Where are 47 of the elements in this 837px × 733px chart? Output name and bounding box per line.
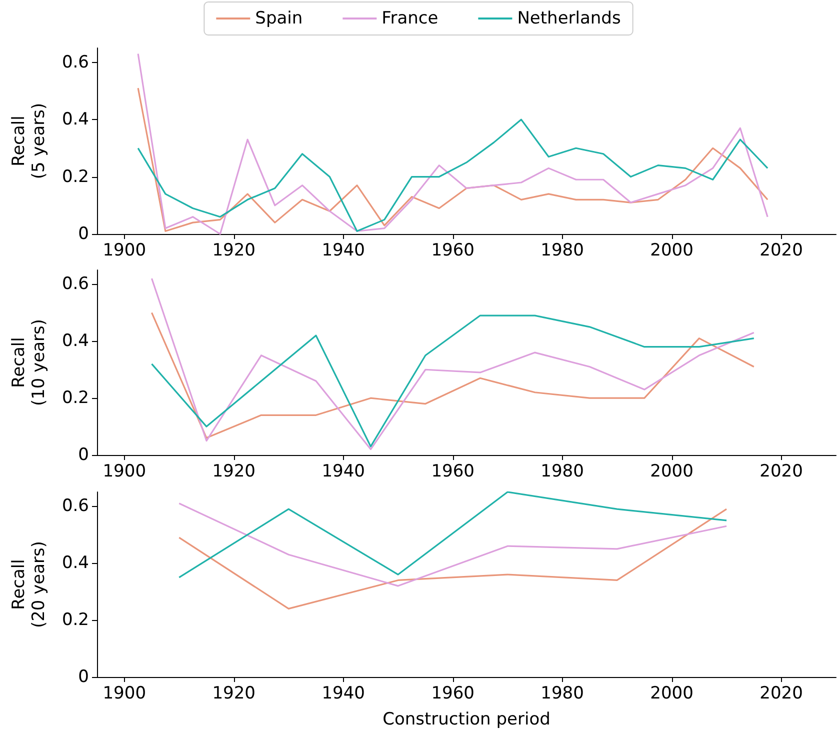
y-tick-label: 0.2 xyxy=(62,166,89,187)
x-tick-label: 1900 xyxy=(102,684,146,704)
y-tick-label: 0.4 xyxy=(62,110,89,130)
x-tick-label: 2020 xyxy=(760,240,803,260)
y-tick-label: 0 xyxy=(78,667,89,687)
line-series xyxy=(150,278,755,450)
x-tick-label: 2000 xyxy=(650,684,694,704)
x-tick-label: 1920 xyxy=(212,684,256,704)
legend-label: Netherlands xyxy=(517,8,621,28)
x-tick-label: 1900 xyxy=(102,240,146,260)
legend-label: Spain xyxy=(255,8,303,28)
y-axis-title: Recall (5 years) xyxy=(9,102,49,180)
line-series xyxy=(178,508,728,610)
line-series xyxy=(178,491,728,578)
x-tick-label: 1900 xyxy=(102,462,146,482)
y-tick-label: 0.6 xyxy=(62,496,89,516)
line-series xyxy=(178,502,728,587)
x-tick-label: 2020 xyxy=(760,684,803,704)
x-tick-label: 1980 xyxy=(540,462,584,482)
x-tick-label: 1980 xyxy=(540,240,584,260)
line-series xyxy=(137,52,768,235)
x-tick-label: 2020 xyxy=(760,462,803,482)
y-tick-label: 0.6 xyxy=(62,274,89,294)
y-tick-label: 0.4 xyxy=(62,553,89,574)
x-tick-label: 1980 xyxy=(540,684,584,704)
y-tick-label: 0.4 xyxy=(62,331,89,352)
y-axis-title: Recall (10 years) xyxy=(9,318,49,406)
x-tick-label: 1940 xyxy=(322,462,365,482)
line-series xyxy=(137,87,768,232)
x-axis-title: Construction period xyxy=(382,710,550,730)
x-tick-label: 1960 xyxy=(431,684,474,704)
x-tick-label: 1940 xyxy=(322,240,365,260)
x-tick-label: 2000 xyxy=(650,240,694,260)
line-series xyxy=(137,118,768,232)
x-tick-label: 1940 xyxy=(322,684,365,704)
x-tick-label: 2000 xyxy=(650,462,694,482)
y-tick-label: 0.6 xyxy=(62,52,89,72)
y-axis-title: Recall (20 years) xyxy=(9,540,49,628)
y-tick-label: 0 xyxy=(78,224,89,244)
y-tick-label: 0.2 xyxy=(62,388,89,408)
x-tick-label: 1920 xyxy=(212,462,256,482)
y-tick-label: 0 xyxy=(78,445,89,465)
x-tick-label: 1920 xyxy=(212,240,256,260)
y-tick-label: 0.2 xyxy=(62,610,89,630)
legend-label: France xyxy=(382,8,438,28)
x-tick-label: 1960 xyxy=(431,462,474,482)
x-tick-label: 1960 xyxy=(431,240,474,260)
